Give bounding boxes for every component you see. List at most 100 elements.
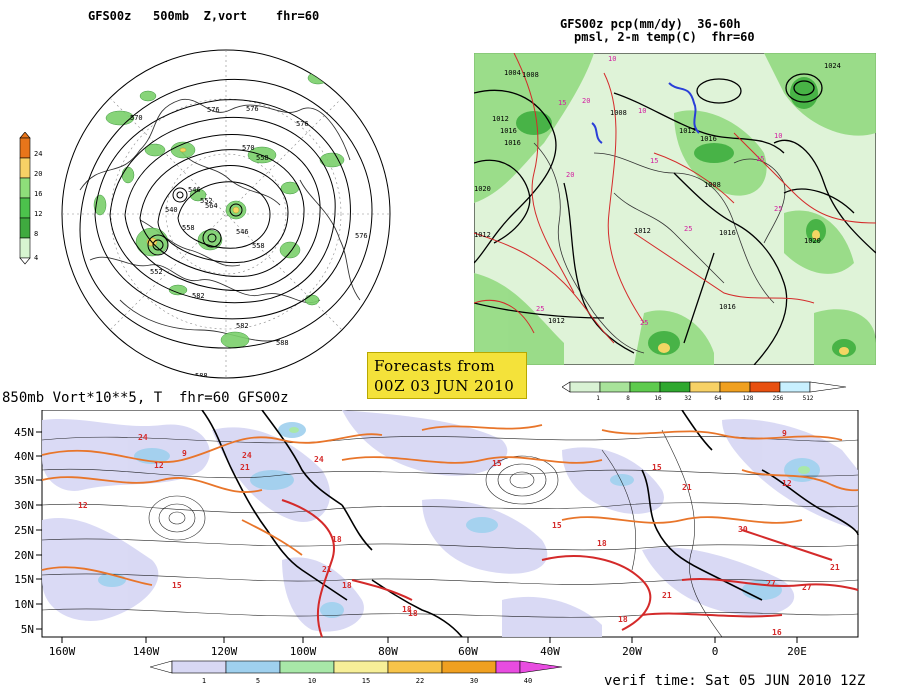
legend-value: 10 [308, 677, 316, 685]
legend-swatch [19, 137, 31, 159]
lon-label: 20W [622, 645, 642, 658]
legend-swatch [495, 660, 521, 674]
isobar-label: 1008 [704, 181, 721, 189]
temp-label: 16 [772, 628, 782, 637]
isobar-label: 1016 [504, 139, 521, 147]
isobar-label: 1012 [679, 127, 696, 135]
temp-label: 18 [332, 535, 342, 544]
temp-label: 25 [684, 225, 692, 233]
legend-value: 30 [470, 677, 478, 685]
polar-contour-label: 552 [150, 268, 163, 276]
legend-value: 5 [256, 677, 260, 685]
legend-swatch [279, 660, 335, 674]
lat-label: 20N [14, 549, 34, 562]
temp-label: 20 [566, 171, 574, 179]
temp-label: 21 [662, 591, 672, 600]
polar-contour-label: 576 [207, 106, 220, 114]
temp-label: 27 [802, 583, 812, 592]
isobar-label: 1004 [504, 69, 521, 77]
legend-value: 16 [34, 190, 42, 198]
polar-contour-label: 582 [192, 292, 205, 300]
legend-value: 12 [34, 210, 42, 218]
polar-contour-label: 558 [182, 224, 195, 232]
lon-label: 100W [290, 645, 317, 658]
polar-contour-label: 576 [355, 232, 368, 240]
legend-swatch [749, 381, 781, 393]
temp-label: 25 [536, 305, 544, 313]
lat-label: 40N [14, 450, 34, 463]
legend-value: 8 [34, 230, 38, 238]
legend-arrow-left [562, 381, 571, 393]
precip-legend: 1 8 16 32 64 128 256 512 [562, 381, 847, 402]
legend-arrow-left [150, 660, 173, 674]
top-left-title: GFS00z 500mb Z,vort fhr=60 [88, 9, 320, 23]
vorticity-850-legend: 1 5 10 15 22 30 40 [150, 660, 563, 685]
lon-label: 20E [787, 645, 807, 658]
legend-swatch [225, 660, 281, 674]
temp-label: 15 [552, 521, 562, 530]
temp-label: 15 [650, 157, 658, 165]
isobar-label: 1012 [474, 231, 491, 239]
legend-swatch [659, 381, 691, 393]
verif-time: verif time: Sat 05 JUN 2010 12Z [604, 673, 866, 689]
polar-contour-label: 570 [242, 144, 255, 152]
lon-label: 160W [49, 645, 76, 658]
temp-label: 15 [172, 581, 182, 590]
forecast-banner-line1: Forecasts from [374, 357, 496, 375]
temp-label: 24 [242, 451, 252, 460]
polar-map-content: 582 576 570 576 570 558 546 552 540 564 … [62, 50, 390, 378]
isobar-label: 1008 [522, 71, 539, 79]
lat-label: 30N [14, 499, 34, 512]
legend-value: 24 [34, 150, 42, 158]
temp-label: 18 [597, 539, 607, 548]
temp-label: 18 [402, 605, 412, 614]
temp-label: 10 [774, 132, 782, 140]
legend-swatch [719, 381, 751, 393]
temp-label: 25 [640, 319, 648, 327]
isobar-label: 1020 [474, 185, 491, 193]
isobar-label: 1024 [824, 62, 841, 70]
lat-label: 25N [14, 524, 34, 537]
temp-label: 24 [314, 455, 324, 464]
legend-swatch [19, 157, 31, 179]
polar-contour-label: 576 [296, 120, 309, 128]
legend-swatch [171, 660, 227, 674]
temp-label: 18 [618, 615, 628, 624]
isobar-label: 1008 [610, 109, 627, 117]
legend-swatch [441, 660, 497, 674]
temp-label: 21 [322, 565, 332, 574]
temp-label: 9 [782, 429, 787, 438]
temp-label: 15 [652, 463, 662, 472]
forecast-banner-line2: 00Z 03 JUN 2010 [374, 377, 515, 395]
legend-swatch [19, 237, 31, 259]
polar-contour-label: 564 [205, 202, 218, 210]
top-right-title-line1: GFS00z pcp(mm/dy) 36-60h [560, 17, 741, 31]
temp-label: 20 [582, 97, 590, 105]
temp-label: 15 [492, 459, 502, 468]
legend-value: 128 [743, 395, 754, 402]
legend-swatch [779, 381, 811, 393]
legend-value: 1 [202, 677, 206, 685]
forecast-banner: Forecasts from 00Z 03 JUN 2010 [367, 352, 527, 399]
temp-label: 27 [766, 579, 776, 588]
polar-contour-label: 576 [246, 105, 259, 113]
polar-contour-label: 558 [256, 154, 269, 162]
temp-label: 12 [782, 479, 792, 488]
polar-contour-label: 558 [252, 242, 265, 250]
legend-swatch [19, 217, 31, 239]
legend-value: 64 [714, 395, 722, 402]
legend-value: 40 [524, 677, 532, 685]
lat-label: 10N [14, 598, 34, 611]
lon-label: 80W [378, 645, 398, 658]
legend-arrow-bottom [19, 257, 31, 265]
isobar-label: 1012 [492, 115, 509, 123]
legend-swatch [19, 197, 31, 219]
temp-label: 21 [240, 463, 250, 472]
top-right-title-line2: pmsl, 2-m temp(C) fhr=60 [574, 30, 755, 44]
legend-value: 4 [34, 254, 38, 262]
legend-value: 1 [596, 395, 600, 402]
lon-label: 60W [458, 645, 478, 658]
legend-swatch [689, 381, 721, 393]
legend-swatch [387, 660, 443, 674]
legend-value: 16 [654, 395, 662, 402]
